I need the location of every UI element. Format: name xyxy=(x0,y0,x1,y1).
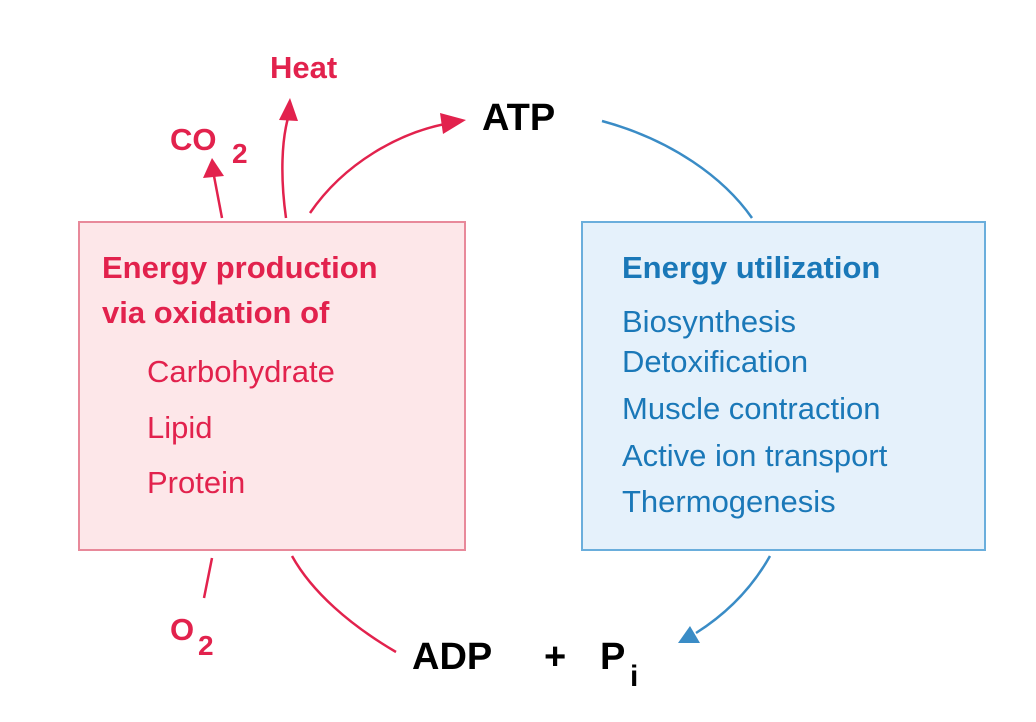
heat-release-arrow xyxy=(281,117,290,219)
production-title-line2: via oxidation of xyxy=(102,295,330,330)
heat-label: Heat xyxy=(270,50,338,85)
utilization-item-muscle-contraction: Muscle contraction xyxy=(622,391,881,426)
co2-subscript: 2 xyxy=(232,138,248,169)
utilization-title: Energy utilization xyxy=(622,250,881,285)
production-item-protein: Protein xyxy=(147,465,246,500)
co2-label: CO xyxy=(170,122,217,157)
utilization-to-adp-arrow xyxy=(695,555,772,635)
phosphate-subscript: i xyxy=(630,660,639,693)
production-title-line1: Energy production xyxy=(102,250,378,285)
energy-utilization-box xyxy=(581,221,986,551)
co2-arrowhead xyxy=(203,158,224,178)
production-item-lipid: Lipid xyxy=(147,410,213,445)
utilization-item-detoxification: Detoxification xyxy=(622,344,809,379)
o2-label: O xyxy=(170,612,195,647)
o2-subscript: 2 xyxy=(198,630,214,661)
phosphate-label: P xyxy=(600,636,626,678)
adp-arrowhead xyxy=(678,626,700,643)
energy-production-box xyxy=(78,221,466,551)
adp-to-production-line xyxy=(290,555,397,654)
heat-arrowhead xyxy=(279,98,298,121)
utilization-item-biosynthesis: Biosynthesis xyxy=(622,304,797,339)
adp-label: ADP xyxy=(412,636,493,678)
atp-arrowhead xyxy=(440,113,466,134)
plus-sign: + xyxy=(544,636,567,678)
utilization-item-thermogenesis: Thermogenesis xyxy=(622,484,836,519)
production-to-atp-arrow xyxy=(308,122,446,214)
atp-label: ATP xyxy=(482,97,556,139)
oxygen-input-line xyxy=(202,557,214,599)
production-item-carbohydrate: Carbohydrate xyxy=(147,354,335,389)
utilization-item-active-ion-transport: Active ion transport xyxy=(622,438,888,473)
atp-to-utilization-line xyxy=(601,119,754,219)
co2-release-arrow xyxy=(212,175,224,219)
